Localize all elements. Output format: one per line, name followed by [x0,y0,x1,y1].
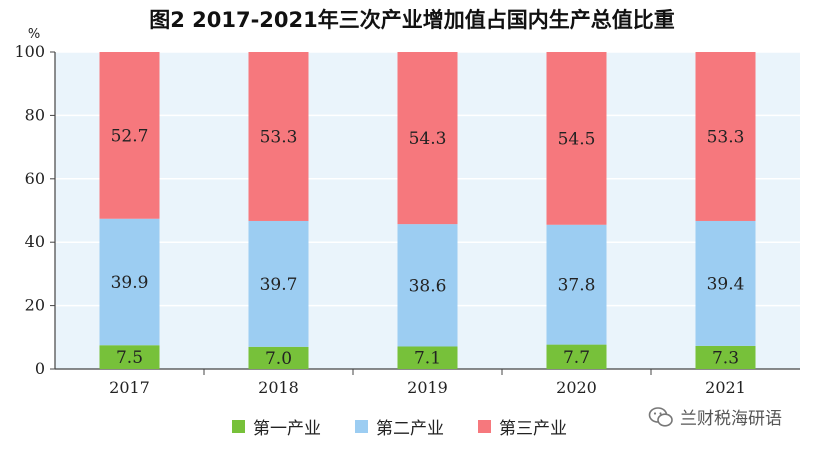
bar-segment-3 [99,52,160,219]
x-tick-label: 2020 [556,378,597,397]
bar-segment-2 [248,220,309,347]
x-tick-label: 2019 [407,378,448,397]
bar-segment-2 [695,220,756,346]
y-tick-label: 80 [25,105,45,124]
bar-segment-3 [397,52,458,225]
legend-label-tertiary: 第三产业 [499,418,567,439]
bar-data-label: 53.3 [260,127,298,147]
bar-data-label: 52.7 [111,126,149,146]
watermark-text: 兰财税海研语 [680,409,782,429]
bar-data-label: 39.7 [260,275,298,295]
legend-label-secondary: 第二产业 [376,418,444,439]
bar-data-label: 54.5 [558,129,596,149]
y-tick-label: 100 [14,42,45,61]
bar-data-label: 7.7 [563,348,590,368]
legend: 第一产业 第二产业 第三产业 [232,414,567,439]
legend-swatch-tertiary [478,419,491,433]
bar-data-label: 7.3 [712,348,739,368]
y-axis-unit: % [28,27,40,42]
bar-data-label: 37.8 [558,276,596,296]
bar-data-label: 38.6 [409,276,447,296]
legend-swatch-primary [232,419,245,433]
legend-item-tertiary: 第三产业 [478,414,567,439]
legend-item-primary: 第一产业 [232,414,321,439]
legend-label-primary: 第一产业 [253,418,321,439]
y-tick-label: 20 [25,296,45,315]
y-tick-label: 60 [25,169,45,188]
bar-segment-1 [546,344,607,369]
bar-data-label: 7.1 [414,349,441,369]
bar-segment-3 [248,52,309,221]
bar-segment-3 [695,52,756,221]
bar-data-label: 39.4 [707,274,745,294]
bar-data-label: 7.0 [265,349,292,369]
x-tick-label: 2018 [258,378,299,397]
bar-segment-3 [546,52,607,225]
legend-swatch-secondary [355,419,368,433]
bar-data-label: 53.3 [707,127,745,147]
watermark: 兰财税海研语 [648,404,782,429]
bar-segment-2 [99,218,160,346]
wechat-icon [648,406,673,427]
bar-segment-2 [546,224,607,345]
bar-segment-1 [397,346,458,369]
bar-data-label: 54.3 [409,129,447,149]
bar-segment-2 [397,224,458,347]
bar-segment-1 [99,345,160,369]
chart-title: 图2 2017-2021年三次产业增加值占国内生产总值比重 [149,8,675,32]
y-tick-label: 40 [25,232,45,251]
bar-segment-1 [695,345,756,369]
bar-data-label: 7.5 [116,348,143,368]
y-tick-label: 0 [35,359,45,378]
x-tick-label: 2021 [705,378,746,397]
bar-segment-1 [248,346,309,369]
legend-item-secondary: 第二产业 [355,414,444,439]
bar-data-label: 39.9 [111,273,149,293]
x-tick-label: 2017 [109,378,150,397]
